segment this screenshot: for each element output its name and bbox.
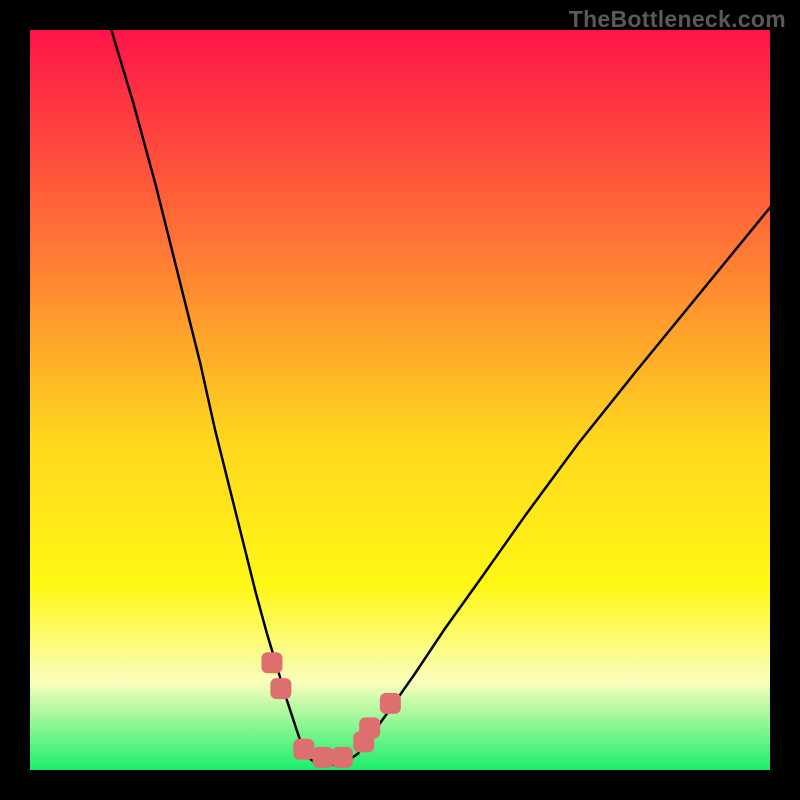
curve-right-branch: [358, 208, 770, 754]
watermark-text: TheBottleneck.com: [569, 6, 786, 33]
data-marker: [293, 739, 314, 760]
curve-left-branch: [111, 30, 305, 755]
data-marker: [359, 717, 380, 738]
bottleneck-curve-chart: [0, 0, 800, 800]
data-marker: [332, 747, 353, 768]
data-marker: [380, 693, 401, 714]
chart-frame: TheBottleneck.com: [0, 0, 800, 800]
data-marker: [270, 678, 291, 699]
data-marker: [261, 652, 282, 673]
data-marker: [313, 747, 334, 768]
